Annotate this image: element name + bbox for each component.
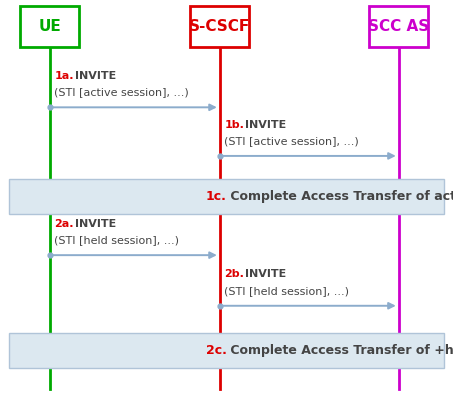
Text: (STI [active session], ...): (STI [active session], ...) [54,87,189,97]
Text: SCC AS: SCC AS [368,19,429,34]
FancyBboxPatch shape [9,179,444,214]
FancyBboxPatch shape [20,6,79,47]
Text: (STI [held session], ...): (STI [held session], ...) [54,235,179,245]
Text: 2a.: 2a. [54,219,74,229]
Text: Complete Access Transfer of active session: Complete Access Transfer of active sessi… [226,190,453,203]
Text: (STI [active session], ...): (STI [active session], ...) [224,136,359,146]
Text: (STI [held session], ...): (STI [held session], ...) [224,286,349,296]
Text: 2b.: 2b. [224,269,244,279]
FancyBboxPatch shape [9,333,444,368]
Text: 1a.: 1a. [54,71,74,81]
Text: INVITE: INVITE [245,119,286,130]
Text: 1c.: 1c. [206,190,226,203]
Text: INVITE: INVITE [75,219,116,229]
Text: INVITE: INVITE [245,269,286,279]
Text: 2c.: 2c. [206,344,226,357]
Text: 1b.: 1b. [224,119,244,130]
Text: S-CSCF: S-CSCF [189,19,251,34]
FancyBboxPatch shape [369,6,428,47]
Text: INVITE: INVITE [75,71,116,81]
Text: UE: UE [39,19,61,34]
FancyBboxPatch shape [190,6,249,47]
Text: Complete Access Transfer of +held session: Complete Access Transfer of +held sessio… [226,344,453,357]
